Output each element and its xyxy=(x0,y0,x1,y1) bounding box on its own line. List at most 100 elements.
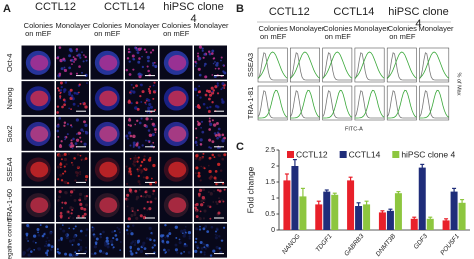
bar xyxy=(378,212,386,230)
cell xyxy=(105,236,109,240)
cell xyxy=(147,106,151,110)
cell xyxy=(46,236,49,239)
cell xyxy=(111,230,114,234)
cell xyxy=(41,234,45,238)
histogram-frame xyxy=(289,47,320,83)
histogram-curve xyxy=(322,89,353,119)
colony-stain xyxy=(168,90,187,107)
cell xyxy=(219,250,223,254)
y-tick-label: 0 xyxy=(271,227,275,234)
micrograph xyxy=(159,116,193,151)
cell xyxy=(214,61,216,63)
cell xyxy=(39,224,42,226)
cell xyxy=(126,198,129,201)
cell xyxy=(66,181,70,185)
cell xyxy=(178,241,182,245)
cell xyxy=(211,101,214,104)
cell xyxy=(129,245,133,249)
cell xyxy=(164,236,167,239)
cell xyxy=(126,57,130,60)
cell xyxy=(72,137,75,141)
cell xyxy=(63,121,67,124)
cell xyxy=(37,247,40,250)
cell xyxy=(209,192,213,196)
colony-stain xyxy=(30,54,49,71)
cell xyxy=(216,82,219,85)
micrograph xyxy=(125,45,158,80)
cell xyxy=(174,243,178,247)
cell xyxy=(127,100,132,104)
cell xyxy=(105,252,109,255)
group-header: hiPSC clone 4 xyxy=(388,6,449,30)
cell xyxy=(150,118,153,120)
cell xyxy=(67,217,70,219)
cell xyxy=(73,57,77,61)
cell xyxy=(178,238,181,241)
cell xyxy=(213,176,217,180)
error-bar xyxy=(332,192,337,197)
cell xyxy=(151,233,153,236)
cell xyxy=(147,59,150,63)
cell xyxy=(220,59,222,62)
cell xyxy=(152,84,155,87)
cell xyxy=(46,249,49,252)
cell xyxy=(60,238,63,241)
cell xyxy=(34,241,37,244)
cell xyxy=(153,81,156,84)
cell xyxy=(206,230,210,233)
cell xyxy=(127,232,129,235)
cell xyxy=(78,249,81,252)
bar xyxy=(323,191,331,230)
cell xyxy=(152,61,155,65)
cell xyxy=(126,182,129,186)
cell xyxy=(43,233,46,236)
cell xyxy=(142,158,146,161)
cell xyxy=(223,153,227,157)
cell xyxy=(137,156,140,159)
cell xyxy=(149,105,153,109)
cell xyxy=(194,157,198,160)
cell xyxy=(221,133,225,137)
cell xyxy=(153,244,156,247)
cell xyxy=(77,214,80,218)
micrograph xyxy=(125,187,158,222)
cell xyxy=(83,207,87,211)
histogram-frame xyxy=(386,47,417,83)
micrograph xyxy=(90,81,124,116)
cell xyxy=(132,58,134,60)
cell xyxy=(213,132,217,135)
cell xyxy=(114,234,118,237)
cell xyxy=(130,102,133,105)
cell xyxy=(136,160,139,163)
cell xyxy=(80,128,84,132)
micrograph xyxy=(125,81,158,116)
cell xyxy=(222,64,225,67)
x-tick-label: DNMT3B xyxy=(375,232,398,257)
cell xyxy=(199,210,202,213)
cell xyxy=(203,64,206,67)
cell xyxy=(79,229,83,233)
cell xyxy=(223,71,227,75)
cell xyxy=(112,246,115,249)
x-tick-label: NANOG xyxy=(281,233,302,256)
cell xyxy=(218,200,221,203)
cell xyxy=(214,230,218,233)
cell xyxy=(126,205,129,208)
cell xyxy=(136,239,141,243)
histogram-curve xyxy=(290,89,320,119)
cell xyxy=(63,103,66,107)
row-label: Oct-4 xyxy=(5,54,14,72)
cell xyxy=(219,179,223,182)
cell xyxy=(131,240,135,244)
cell xyxy=(57,199,60,202)
cell xyxy=(125,68,128,72)
cell xyxy=(102,230,105,234)
cell xyxy=(132,68,135,71)
cell xyxy=(128,172,131,175)
legend-label: CCTL14 xyxy=(349,149,381,159)
cell xyxy=(214,104,218,108)
cell xyxy=(30,250,33,253)
cell xyxy=(207,97,211,101)
cell xyxy=(194,249,198,254)
cell xyxy=(207,191,210,194)
